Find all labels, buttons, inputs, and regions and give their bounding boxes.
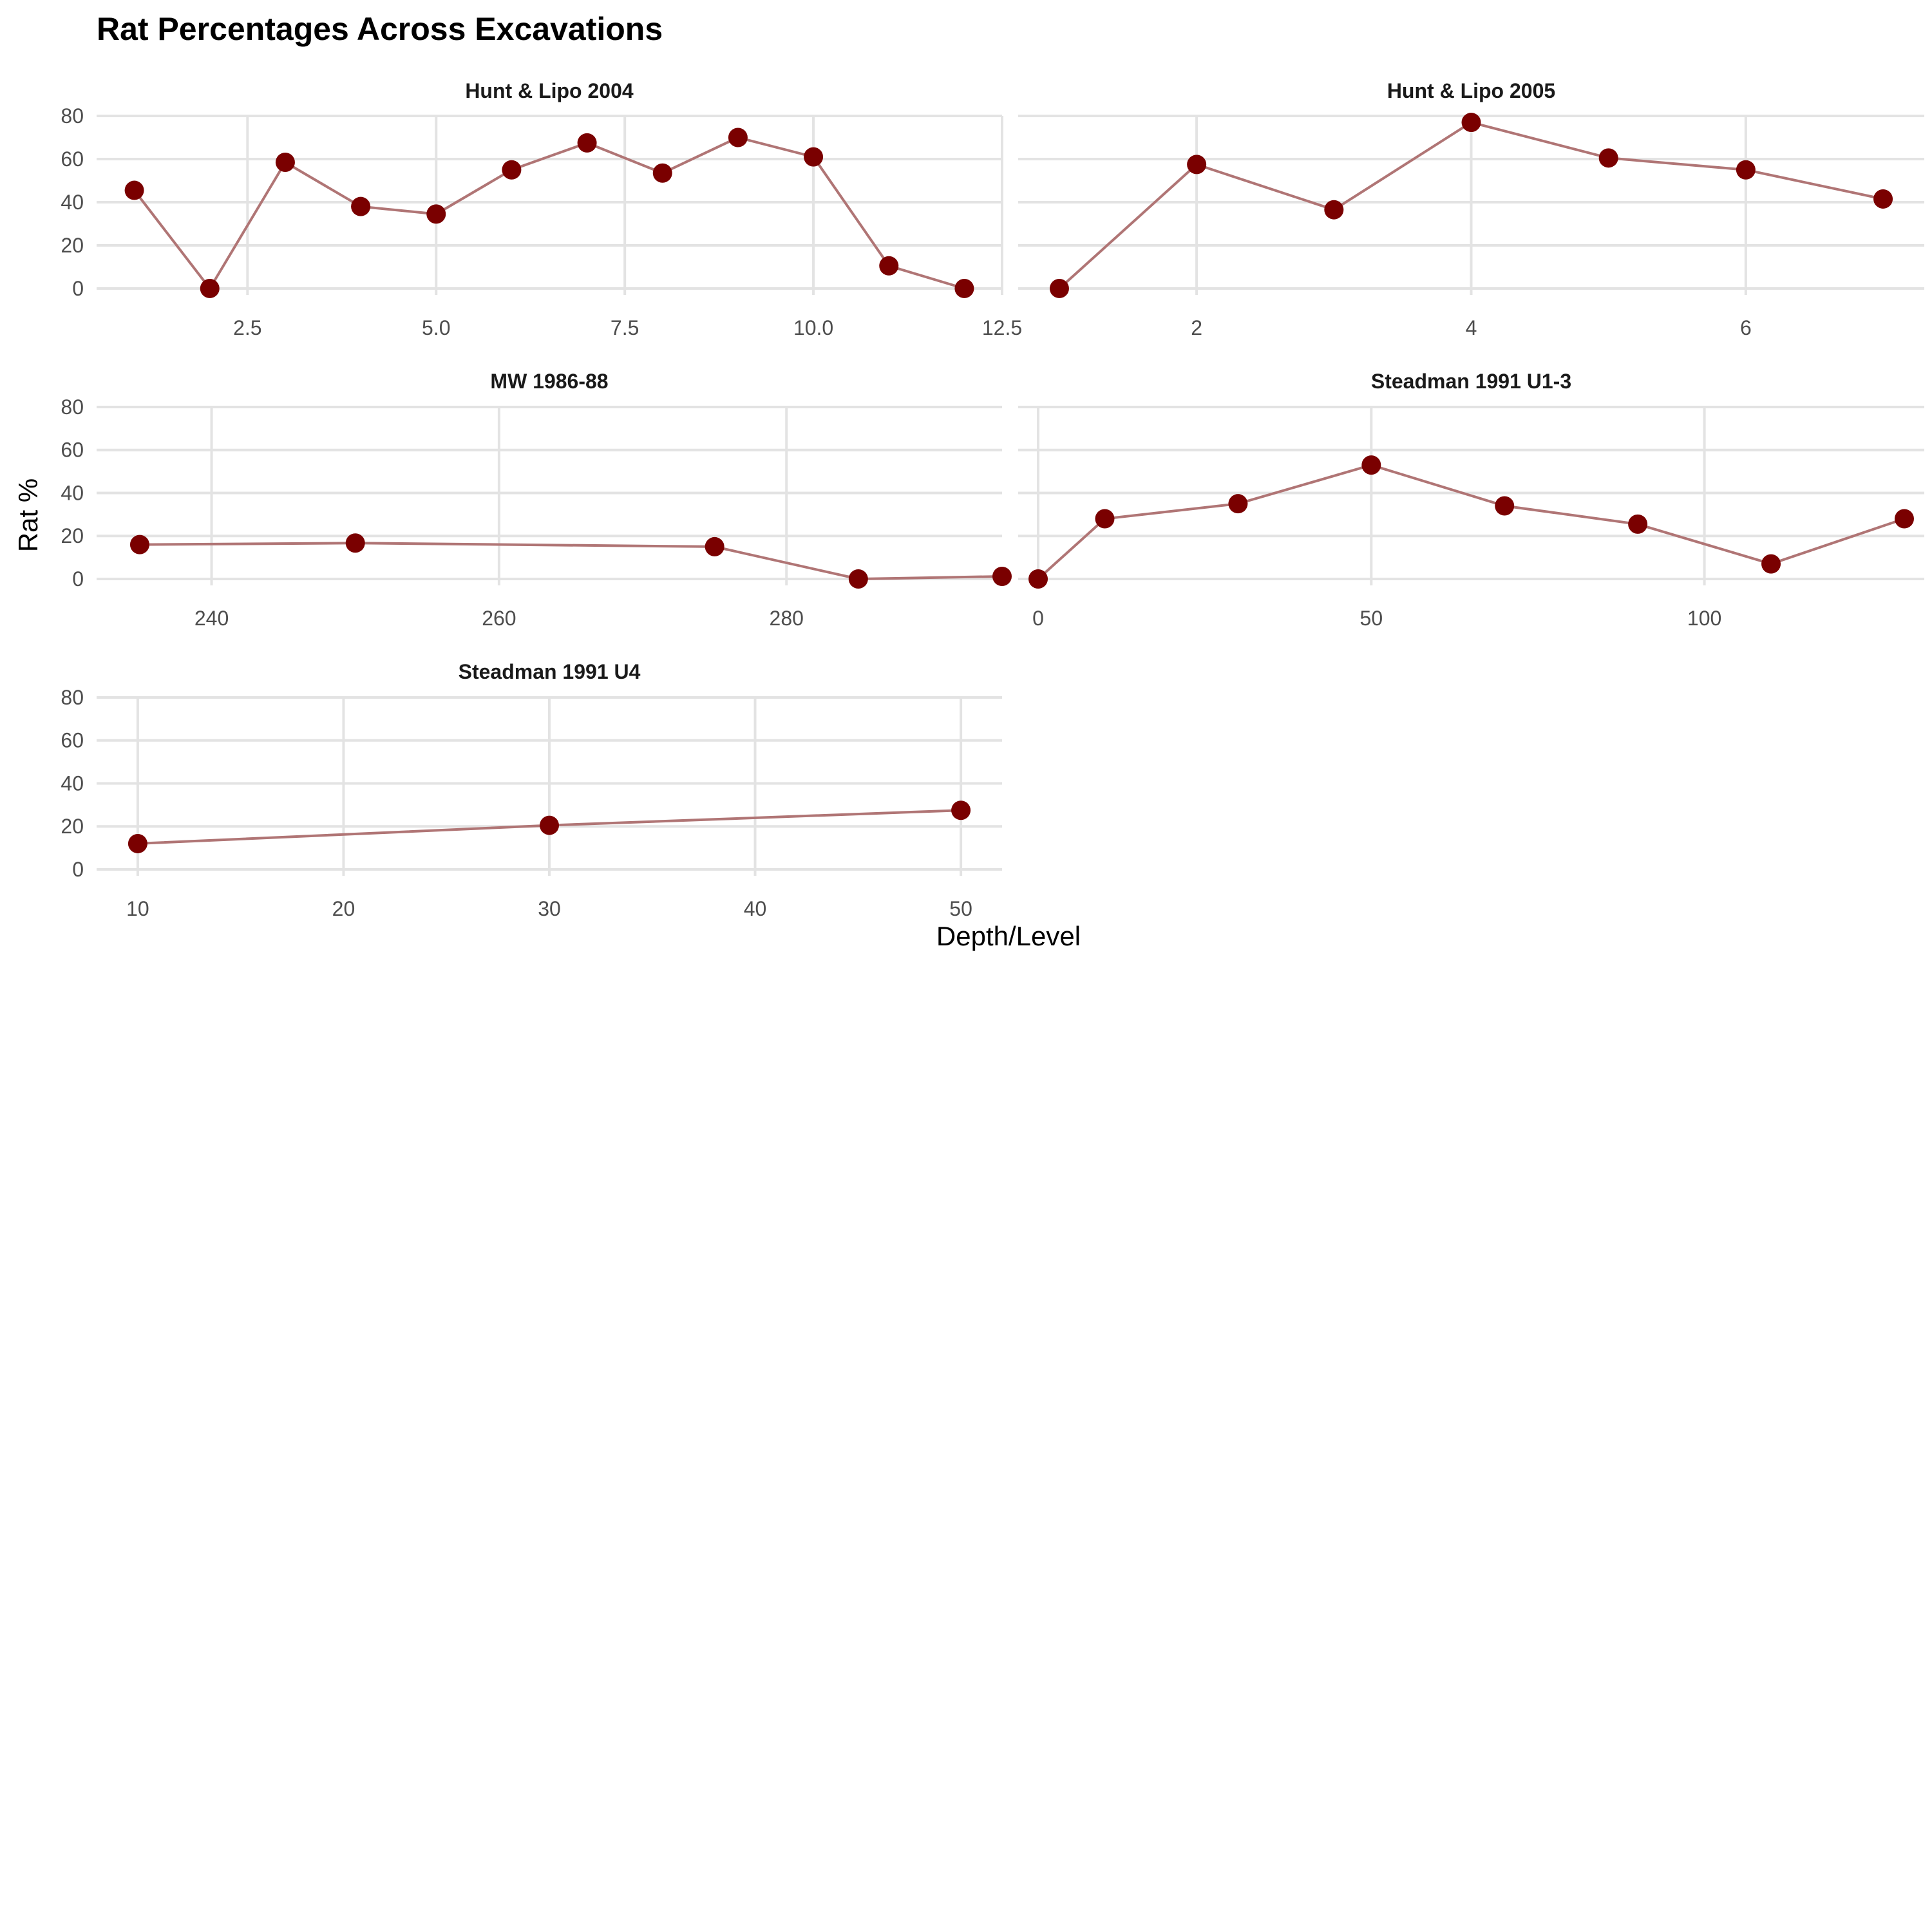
y-tick-label: 80	[61, 395, 84, 419]
data-point	[1736, 160, 1756, 180]
x-tick-label: 10.0	[793, 316, 833, 339]
data-point	[1873, 189, 1893, 209]
data-point	[804, 147, 824, 167]
data-point	[1187, 155, 1207, 175]
data-point	[502, 160, 522, 180]
data-point	[1049, 278, 1069, 298]
y-tick-label: 20	[61, 524, 84, 547]
y-tick-label: 0	[72, 567, 84, 591]
x-tick-label: 30	[538, 897, 561, 920]
data-point	[1028, 569, 1048, 589]
data-point	[351, 196, 371, 216]
data-point	[1761, 554, 1781, 574]
panel-hunt-lipo-2005: Hunt & Lipo 2005 2 4 6	[1018, 79, 1924, 339]
data-point	[992, 566, 1012, 586]
chart-title: Rat Percentages Across Excavations	[97, 11, 663, 47]
x-tick-label: 4	[1466, 316, 1477, 339]
data-point	[954, 278, 974, 298]
x-tick-label: 50	[1360, 607, 1383, 630]
data-point	[1361, 455, 1381, 475]
data-point	[848, 569, 868, 589]
y-tick-label: 20	[61, 815, 84, 838]
y-axis-title: Rat %	[13, 478, 43, 552]
data-point	[1228, 494, 1248, 514]
y-tick-label: 80	[61, 104, 84, 128]
y-tick-label: 60	[61, 147, 84, 171]
x-tick-label: 2	[1191, 316, 1202, 339]
panel-steadman-1991-u4: Steadman 1991 U4 0 20 40 60 80 10 20 30 40 50	[61, 660, 1002, 920]
y-tick-label: 40	[61, 772, 84, 795]
x-tick-label: 6	[1740, 316, 1752, 339]
data-point	[124, 180, 144, 200]
data-point	[652, 163, 672, 183]
y-tick-label: 40	[61, 191, 84, 214]
data-point	[129, 535, 149, 554]
x-axis-title: Depth/Level	[936, 921, 1081, 951]
data-point	[275, 153, 295, 173]
panel-title: Hunt & Lipo 2005	[1387, 79, 1555, 102]
y-tick-label: 60	[61, 439, 84, 462]
data-point	[1894, 509, 1914, 529]
data-point	[1495, 496, 1515, 516]
data-point	[540, 815, 559, 835]
x-tick-label: 20	[332, 897, 355, 920]
x-tick-label: 260	[482, 607, 516, 630]
panel-steadman-1991-u1-3: Steadman 1991 U1-3 0 50 100	[1018, 370, 1924, 630]
data-point	[1095, 509, 1115, 529]
x-tick-label: 0	[1032, 607, 1044, 630]
data-point	[345, 533, 365, 553]
data-point	[1324, 200, 1344, 220]
panel-title: MW 1986-88	[490, 370, 608, 393]
x-tick-label: 2.5	[233, 316, 261, 339]
x-tick-label: 100	[1687, 607, 1721, 630]
x-tick-label: 10	[126, 897, 149, 920]
x-tick-label: 12.5	[982, 316, 1022, 339]
panel-hunt-lipo-2004: Hunt & Lipo 2004 0 20 40 60 80 2.5 5.0 7.5 10.0 12…	[61, 79, 1022, 339]
y-tick-label: 80	[61, 686, 84, 709]
y-tick-label: 20	[61, 234, 84, 257]
x-tick-label: 240	[194, 607, 229, 630]
x-tick-label: 280	[770, 607, 804, 630]
y-tick-label: 0	[72, 277, 84, 300]
panel-title: Steadman 1991 U4	[459, 660, 641, 683]
data-point	[705, 536, 724, 556]
data-point	[951, 800, 971, 820]
y-tick-label: 60	[61, 729, 84, 752]
panel-mw-1986-88: MW 1986-88 0 20 40 60 80 240 260 280	[61, 370, 1012, 630]
x-tick-label: 50	[949, 897, 972, 920]
panel-title: Steadman 1991 U1-3	[1371, 370, 1571, 393]
x-tick-label: 40	[744, 897, 767, 920]
data-point	[728, 128, 748, 147]
x-tick-label: 7.5	[611, 316, 639, 339]
data-point	[426, 204, 446, 224]
data-point	[1598, 148, 1618, 168]
panel-title: Hunt & Lipo 2004	[465, 79, 634, 102]
data-point	[577, 133, 597, 153]
x-tick-label: 5.0	[422, 316, 450, 339]
series-line	[1037, 464, 1905, 580]
data-point	[879, 256, 899, 276]
data-point	[128, 833, 147, 853]
data-point	[200, 278, 220, 298]
data-point	[1461, 113, 1481, 133]
data-point	[1628, 514, 1648, 534]
series-line	[133, 136, 965, 291]
y-tick-label: 40	[61, 481, 84, 504]
y-tick-label: 0	[72, 858, 84, 881]
